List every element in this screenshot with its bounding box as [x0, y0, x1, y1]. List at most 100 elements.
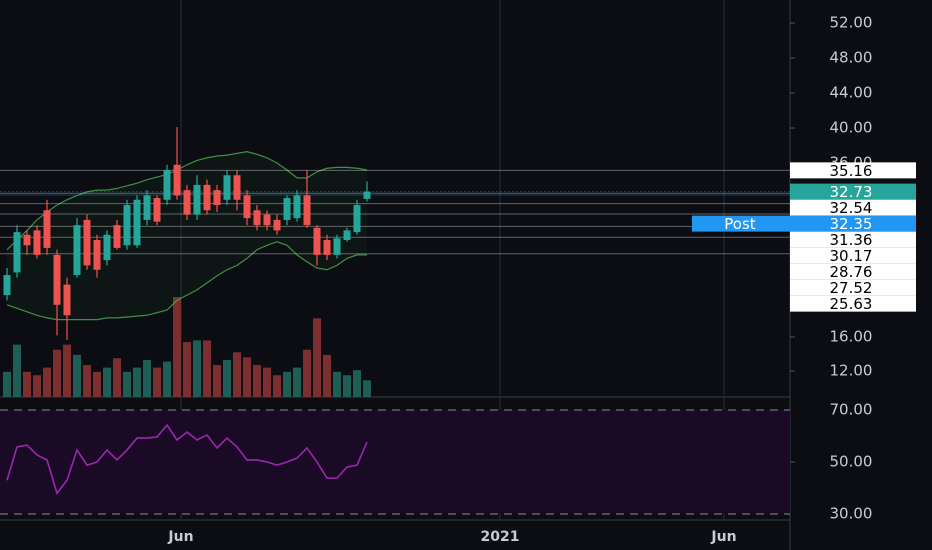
candle-body	[143, 195, 151, 220]
candle-body	[233, 175, 241, 200]
price-label: 32.73	[830, 183, 873, 201]
candle-body	[133, 199, 141, 246]
volume-bar	[263, 367, 271, 397]
volume-bar	[133, 367, 141, 397]
candle-body	[363, 191, 371, 199]
price-name-box	[692, 215, 790, 232]
volume-bar	[253, 365, 261, 397]
candle-body	[203, 184, 211, 211]
volume-tick-label: 16.00	[830, 327, 873, 345]
candle-body	[43, 210, 51, 248]
candle-body	[123, 205, 131, 246]
time-label: Jun	[710, 529, 736, 545]
candle-body	[183, 190, 191, 215]
volume-bar	[293, 367, 301, 397]
candle-body	[173, 164, 181, 196]
candle-body	[293, 195, 301, 219]
candle-body	[283, 198, 291, 220]
rsi-line	[6, 423, 368, 495]
volume-bar	[173, 297, 181, 397]
volume-bar	[183, 342, 191, 397]
candle-body	[73, 225, 81, 276]
volume-bar	[243, 357, 251, 397]
candle-body	[313, 227, 321, 255]
price-label: 28.76	[830, 263, 873, 281]
volume-bar	[13, 344, 21, 397]
volume-bar	[153, 367, 161, 397]
candle-body	[303, 195, 311, 226]
volume-bar	[43, 367, 51, 397]
rsi-tick-label: 50.00	[830, 453, 873, 471]
price-label-box	[790, 263, 916, 280]
candle-body	[333, 238, 341, 255]
volume-bar	[63, 344, 71, 397]
price-label: 27.52	[830, 279, 873, 297]
price-name: Post	[724, 215, 756, 233]
volume-bar	[93, 371, 101, 397]
volume-tick-label: 12.00	[830, 361, 873, 379]
time-label: Jun	[167, 529, 193, 545]
candle-body	[243, 195, 251, 219]
volume-bar	[163, 361, 171, 397]
price-label: 31.36	[830, 231, 873, 249]
candle-body	[33, 230, 41, 255]
volume-bar	[23, 371, 31, 397]
price-label: 25.63	[830, 295, 873, 313]
candle-body	[113, 225, 121, 248]
volume-bar	[233, 352, 241, 397]
price-tick-label: 48.00	[830, 49, 873, 67]
volume-bar	[313, 318, 321, 397]
price-label: 32.35	[830, 215, 873, 233]
rsi-tick-label: 30.00	[830, 505, 873, 523]
candle-body	[253, 210, 261, 226]
candle-body	[3, 275, 11, 296]
volume-bar	[343, 375, 351, 397]
price-label-box	[790, 247, 916, 264]
candle-body	[263, 214, 271, 226]
candle-body	[23, 234, 31, 246]
price-tick-label: 40.00	[830, 119, 873, 137]
volume-bar	[123, 371, 131, 397]
volume-bar	[193, 340, 201, 397]
candle-body	[273, 219, 281, 231]
volume-bar	[83, 365, 91, 397]
candle-body	[353, 205, 361, 233]
candle-body	[83, 219, 91, 266]
volume-bar	[103, 367, 111, 397]
price-label-box	[790, 215, 916, 232]
rsi-band	[0, 410, 790, 515]
volume-bar	[353, 370, 361, 397]
price-label-box	[790, 162, 916, 179]
volume-bar	[73, 354, 81, 397]
price-label-box	[790, 279, 916, 296]
volume-bar	[53, 349, 61, 397]
time-label: 2021	[481, 529, 520, 545]
candle-body	[53, 254, 61, 305]
price-tick-label: 44.00	[830, 84, 873, 102]
candle-body	[213, 190, 221, 206]
volume-bar	[363, 380, 371, 397]
price-label: 32.54	[830, 199, 873, 217]
volume-bar	[273, 375, 281, 397]
price-label: 30.17	[830, 247, 873, 265]
volume-bar	[203, 340, 211, 397]
volume-bar	[223, 359, 231, 397]
price-label-box	[790, 231, 916, 248]
candle-body	[343, 230, 351, 241]
candle-body	[323, 240, 331, 255]
rsi-tick-label: 70.00	[830, 401, 873, 419]
volume-bar	[333, 371, 341, 397]
candle-body	[93, 240, 101, 270]
candle-body	[63, 284, 71, 316]
volume-bar	[303, 349, 311, 397]
volume-bar	[143, 359, 151, 397]
volume-bar	[33, 375, 41, 397]
candle-body	[223, 175, 231, 200]
candle-body	[153, 198, 161, 222]
volume-bar	[283, 371, 291, 397]
volume-bar	[323, 354, 331, 397]
candle-body	[13, 232, 21, 273]
price-label: 35.16	[830, 162, 873, 180]
candle-body	[193, 184, 201, 215]
